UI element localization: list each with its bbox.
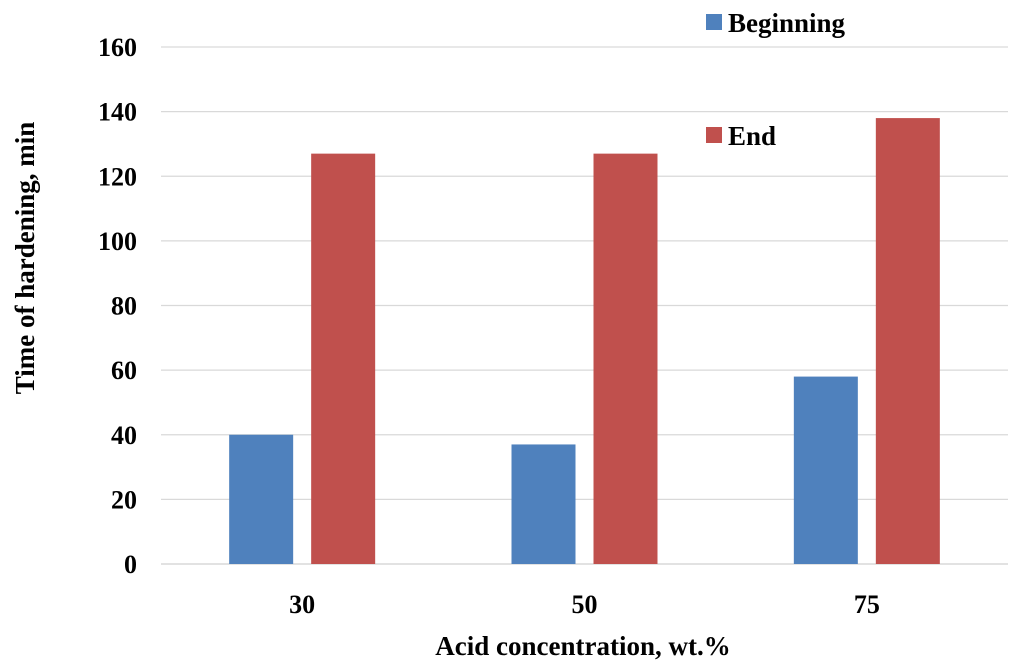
y-axis-title: Time of hardening, min — [10, 122, 40, 395]
bar-beginning-50 — [511, 444, 576, 564]
bar-end-30 — [311, 153, 376, 564]
x-tick-label: 50 — [572, 590, 598, 619]
gridlines — [161, 46, 1008, 565]
legend-swatch-beginning — [706, 14, 722, 30]
legend-swatch-end — [706, 127, 722, 143]
y-tick-label: 40 — [111, 421, 137, 450]
bar-end-75 — [875, 118, 940, 565]
x-tick-label: 30 — [289, 590, 315, 619]
y-axis-tick-labels: 0 20 40 60 80 100 120 140 160 — [98, 33, 137, 579]
y-tick-label: 100 — [98, 227, 137, 256]
y-tick-label: 120 — [98, 162, 137, 191]
bar-end-50 — [593, 153, 658, 564]
bar-beginning-30 — [229, 434, 294, 564]
y-tick-label: 0 — [124, 550, 137, 579]
y-tick-label: 160 — [98, 33, 137, 62]
bars — [229, 118, 940, 565]
legend: Beginning End — [706, 8, 846, 151]
x-axis-tick-labels: 30 50 75 — [289, 590, 880, 619]
legend-label-beginning: Beginning — [728, 8, 846, 38]
y-tick-label: 60 — [111, 356, 137, 385]
bar-beginning-75 — [793, 376, 858, 564]
y-tick-label: 80 — [111, 292, 137, 321]
y-tick-label: 20 — [111, 485, 137, 514]
x-axis-title: Acid concentration, wt.% — [435, 631, 730, 661]
y-tick-label: 140 — [98, 98, 137, 127]
x-tick-label: 75 — [854, 590, 880, 619]
legend-label-end: End — [728, 121, 776, 151]
